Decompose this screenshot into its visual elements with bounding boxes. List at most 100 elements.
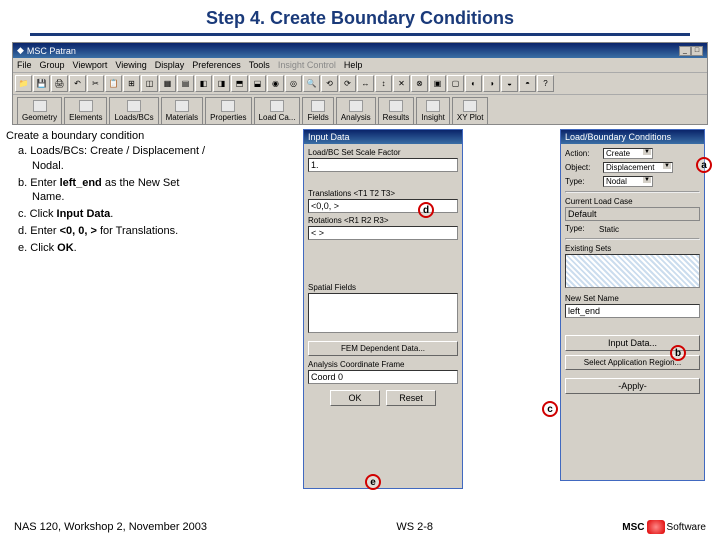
tool-icon[interactable]: ⊞: [123, 75, 140, 92]
tool-icon[interactable]: ◐: [465, 75, 482, 92]
instruction-b: b. Enter left_end as the New Set Name.: [18, 176, 206, 206]
results-icon: [389, 100, 403, 112]
tool-icon[interactable]: 💾: [33, 75, 50, 92]
loadcase-type-label: Type:: [565, 224, 595, 233]
geometry-icon: [33, 100, 47, 112]
lbc-title: Load/Boundary Conditions: [561, 130, 704, 144]
toolbar-1: 📁💾🖨↶✂📋⊞◫▦▤◧◨⬒⬓◉◎🔍⟲⟳↔↕✕⊗▣▢◐◑◒◓?: [13, 73, 707, 95]
tool-icon[interactable]: ⬒: [231, 75, 248, 92]
spatial-fields-list[interactable]: [308, 293, 458, 333]
tab-materials[interactable]: Materials: [161, 97, 203, 124]
tool-icon[interactable]: ◑: [483, 75, 500, 92]
menu-insight[interactable]: Insight Control: [278, 60, 336, 70]
menu-viewing[interactable]: Viewing: [115, 60, 146, 70]
tool-icon[interactable]: ◨: [213, 75, 230, 92]
coord-frame-label: Analysis Coordinate Frame: [308, 360, 458, 369]
tool-icon[interactable]: ◒: [501, 75, 518, 92]
app-name: MSC Patran: [27, 46, 76, 56]
action-dropdown[interactable]: Create: [603, 148, 653, 159]
maximize-button[interactable]: □: [691, 46, 703, 56]
translations-input[interactable]: <0,0, >: [308, 199, 458, 213]
tool-icon[interactable]: ⬓: [249, 75, 266, 92]
object-dropdown[interactable]: Displacement: [603, 162, 673, 173]
marker-c: c: [542, 401, 558, 417]
current-loadcase: Default: [565, 207, 700, 221]
menu-tools[interactable]: Tools: [249, 60, 270, 70]
tool-icon[interactable]: ⟳: [339, 75, 356, 92]
tab-analysis[interactable]: Analysis: [336, 97, 376, 124]
existing-sets-label: Existing Sets: [565, 244, 700, 253]
app-icon: ◆: [17, 45, 24, 56]
menubar: File Group Viewport Viewing Display Pref…: [13, 58, 707, 73]
instruction-a: a. Loads/BCs: Create / Displacement / No…: [18, 144, 206, 174]
tool-icon[interactable]: 🖨: [51, 75, 68, 92]
tool-icon[interactable]: ✕: [393, 75, 410, 92]
tool-icon[interactable]: ◓: [519, 75, 536, 92]
tool-icon[interactable]: ◫: [141, 75, 158, 92]
translations-label: Translations <T1 T2 T3>: [308, 189, 458, 198]
tool-icon[interactable]: ?: [537, 75, 554, 92]
loadcase-type: Static: [599, 225, 619, 234]
menu-file[interactable]: File: [17, 60, 32, 70]
tab-results[interactable]: Results: [378, 97, 415, 124]
tool-icon[interactable]: ⟲: [321, 75, 338, 92]
tool-icon[interactable]: ↕: [375, 75, 392, 92]
coord-frame-input[interactable]: Coord 0: [308, 370, 458, 384]
reset-button[interactable]: Reset: [386, 390, 436, 406]
action-label: Action:: [565, 149, 599, 158]
content-area: Create a boundary condition a. Loads/BCs…: [0, 129, 720, 509]
menu-preferences[interactable]: Preferences: [192, 60, 241, 70]
tool-icon[interactable]: ⊗: [411, 75, 428, 92]
tab-loadsbcs[interactable]: Loads/BCs: [109, 97, 158, 124]
tab-fields[interactable]: Fields: [302, 97, 333, 124]
marker-e: e: [365, 474, 381, 490]
tool-icon[interactable]: ▦: [159, 75, 176, 92]
instruction-c: c. Click Input Data.: [18, 207, 206, 222]
menu-group[interactable]: Group: [40, 60, 65, 70]
tool-icon[interactable]: ▤: [177, 75, 194, 92]
tool-icon[interactable]: ▣: [429, 75, 446, 92]
tab-elements[interactable]: Elements: [64, 97, 107, 124]
input-data-title: Input Data: [304, 130, 462, 144]
type-dropdown[interactable]: Nodal: [603, 176, 653, 187]
scale-factor-input[interactable]: 1.: [308, 158, 458, 172]
xyplot-icon: [463, 100, 477, 112]
page-title: Step 4. Create Boundary Conditions: [0, 0, 720, 33]
spatial-fields-label: Spatial Fields: [308, 283, 458, 292]
menu-display[interactable]: Display: [155, 60, 185, 70]
tool-icon[interactable]: 📋: [105, 75, 122, 92]
title-underline: [30, 33, 690, 36]
tab-insight[interactable]: Insight: [416, 97, 450, 124]
logo-swoosh-icon: [647, 520, 665, 534]
tool-icon[interactable]: ↶: [69, 75, 86, 92]
materials-icon: [175, 100, 189, 112]
tool-icon[interactable]: ▢: [447, 75, 464, 92]
rotations-input[interactable]: < >: [308, 226, 458, 240]
tab-geometry[interactable]: Geometry: [17, 97, 62, 124]
footer-center: WS 2-8: [396, 521, 433, 533]
existing-sets-list[interactable]: [565, 254, 700, 288]
ok-button[interactable]: OK: [330, 390, 380, 406]
tab-xyplot[interactable]: XY Plot: [452, 97, 489, 124]
tool-icon[interactable]: 🔍: [303, 75, 320, 92]
tool-icon[interactable]: ◎: [285, 75, 302, 92]
fem-dependent-button[interactable]: FEM Dependent Data...: [308, 341, 458, 356]
tab-loadcase[interactable]: Load Ca...: [254, 97, 301, 124]
footer-logo: MSCSoftware: [622, 520, 706, 534]
apply-button[interactable]: -Apply-: [565, 378, 700, 394]
tab-properties[interactable]: Properties: [205, 97, 251, 124]
input-data-panel: Input Data Load/BC Set Scale Factor 1. T…: [303, 129, 463, 489]
tool-icon[interactable]: ◧: [195, 75, 212, 92]
current-loadcase-label: Current Load Case: [565, 197, 700, 206]
tool-icon[interactable]: ✂: [87, 75, 104, 92]
menu-help[interactable]: Help: [344, 60, 363, 70]
menu-viewport[interactable]: Viewport: [73, 60, 108, 70]
instruction-e: e. Click OK.: [18, 241, 206, 256]
new-set-name-input[interactable]: left_end: [565, 304, 700, 318]
tool-icon[interactable]: 📁: [15, 75, 32, 92]
object-label: Object:: [565, 163, 599, 172]
tool-icon[interactable]: ◉: [267, 75, 284, 92]
tool-icon[interactable]: ↔: [357, 75, 374, 92]
instructions-heading: Create a boundary condition: [6, 129, 206, 144]
minimize-button[interactable]: _: [679, 46, 691, 56]
